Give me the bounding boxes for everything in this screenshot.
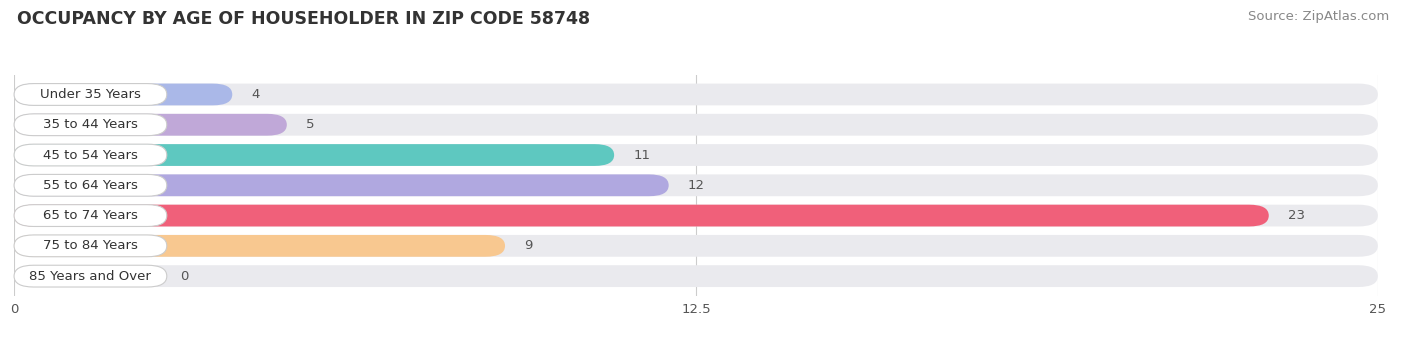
FancyBboxPatch shape xyxy=(14,144,167,166)
FancyBboxPatch shape xyxy=(14,84,167,105)
Text: 85 Years and Over: 85 Years and Over xyxy=(30,270,152,283)
Text: 11: 11 xyxy=(633,149,650,162)
Text: 35 to 44 Years: 35 to 44 Years xyxy=(44,118,138,131)
FancyBboxPatch shape xyxy=(14,114,1378,136)
FancyBboxPatch shape xyxy=(14,235,505,257)
Text: OCCUPANCY BY AGE OF HOUSEHOLDER IN ZIP CODE 58748: OCCUPANCY BY AGE OF HOUSEHOLDER IN ZIP C… xyxy=(17,10,591,28)
Text: 0: 0 xyxy=(180,270,188,283)
FancyBboxPatch shape xyxy=(14,84,1378,105)
FancyBboxPatch shape xyxy=(14,174,167,196)
Text: 9: 9 xyxy=(524,239,533,252)
Text: Under 35 Years: Under 35 Years xyxy=(39,88,141,101)
FancyBboxPatch shape xyxy=(14,205,1378,226)
Text: 45 to 54 Years: 45 to 54 Years xyxy=(44,149,138,162)
FancyBboxPatch shape xyxy=(14,265,1378,287)
FancyBboxPatch shape xyxy=(14,235,1378,257)
Text: 12: 12 xyxy=(688,179,704,192)
FancyBboxPatch shape xyxy=(14,174,669,196)
Text: 23: 23 xyxy=(1288,209,1305,222)
Text: 4: 4 xyxy=(252,88,260,101)
Text: Source: ZipAtlas.com: Source: ZipAtlas.com xyxy=(1249,10,1389,23)
Text: 75 to 84 Years: 75 to 84 Years xyxy=(44,239,138,252)
Text: 55 to 64 Years: 55 to 64 Years xyxy=(44,179,138,192)
Text: 65 to 74 Years: 65 to 74 Years xyxy=(44,209,138,222)
FancyBboxPatch shape xyxy=(14,144,1378,166)
Text: 5: 5 xyxy=(307,118,315,131)
FancyBboxPatch shape xyxy=(14,174,1378,196)
FancyBboxPatch shape xyxy=(14,84,232,105)
FancyBboxPatch shape xyxy=(14,114,167,136)
FancyBboxPatch shape xyxy=(14,265,167,287)
FancyBboxPatch shape xyxy=(14,114,287,136)
FancyBboxPatch shape xyxy=(14,205,167,226)
FancyBboxPatch shape xyxy=(14,144,614,166)
FancyBboxPatch shape xyxy=(14,235,167,257)
FancyBboxPatch shape xyxy=(14,205,1268,226)
